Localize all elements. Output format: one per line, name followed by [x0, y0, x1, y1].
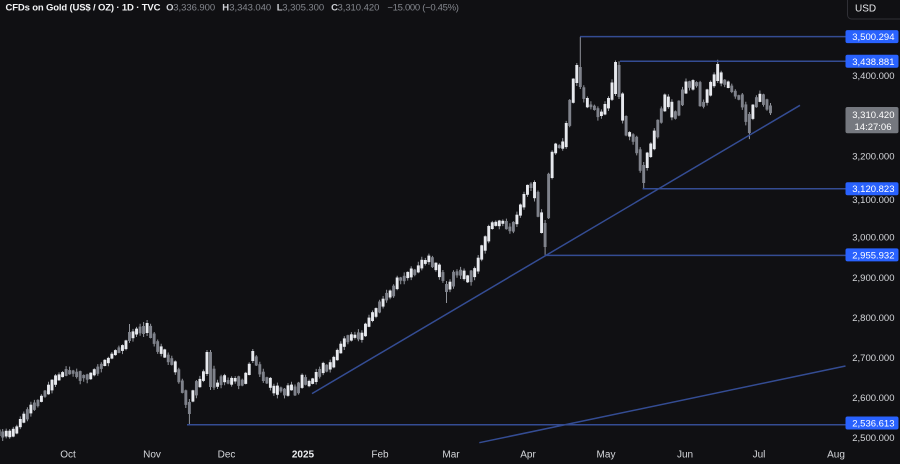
svg-text:Apr: Apr [520, 450, 536, 461]
svg-text:May: May [597, 450, 616, 461]
svg-text:3,100.000: 3,100.000 [852, 195, 894, 206]
svg-text:2,500.000: 2,500.000 [852, 433, 894, 444]
svg-text:3,310.420: 3,310.420 [338, 3, 380, 14]
svg-text:Oct: Oct [60, 450, 76, 461]
svg-text:O: O [166, 3, 173, 14]
svg-text:3,120.823: 3,120.823 [852, 184, 894, 195]
svg-text:2,955.932: 2,955.932 [852, 250, 894, 261]
svg-text:H: H [222, 3, 229, 14]
svg-text:Jul: Jul [753, 450, 766, 461]
svg-text:2,700.000: 2,700.000 [852, 353, 894, 364]
svg-text:−15.000 (−0.45%): −15.000 (−0.45%) [387, 3, 458, 14]
svg-text:3,310.420: 3,310.420 [852, 110, 894, 121]
svg-text:L: L [277, 3, 283, 14]
svg-text:USD: USD [855, 3, 876, 14]
svg-text:Aug: Aug [827, 450, 845, 461]
svg-text:3,343.040: 3,343.040 [229, 3, 271, 14]
svg-text:3,000.000: 3,000.000 [852, 233, 894, 244]
svg-text:2025: 2025 [292, 450, 315, 461]
svg-text:3,438.881: 3,438.881 [852, 57, 894, 68]
svg-text:C: C [331, 3, 338, 14]
svg-text:Jun: Jun [677, 450, 693, 461]
svg-text:3,200.000: 3,200.000 [852, 151, 894, 162]
svg-text:14:27:06: 14:27:06 [855, 122, 892, 133]
svg-text:Nov: Nov [143, 450, 161, 461]
svg-text:3,336.900: 3,336.900 [173, 3, 215, 14]
svg-text:2,536.613: 2,536.613 [852, 419, 894, 430]
svg-text:3,400.000: 3,400.000 [852, 71, 894, 82]
svg-text:3,305.300: 3,305.300 [282, 3, 324, 14]
svg-text:Dec: Dec [218, 450, 236, 461]
svg-text:2,800.000: 2,800.000 [852, 313, 894, 324]
svg-text:Mar: Mar [442, 450, 460, 461]
svg-text:3,500.294: 3,500.294 [852, 32, 894, 43]
svg-text:Feb: Feb [371, 450, 389, 461]
svg-text:2,900.000: 2,900.000 [852, 273, 894, 284]
svg-text:2,600.000: 2,600.000 [852, 393, 894, 404]
svg-text:CFDs on Gold (US$ / OZ) · 1D ·: CFDs on Gold (US$ / OZ) · 1D · TVC [6, 3, 161, 14]
